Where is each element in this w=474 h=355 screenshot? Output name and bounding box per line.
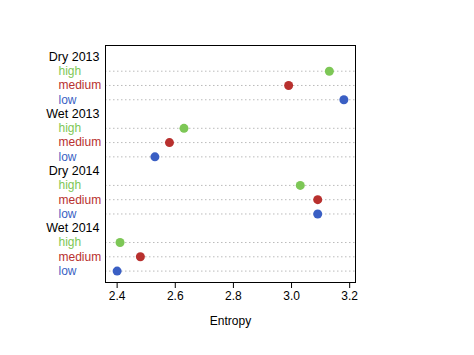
svg-text:low: low <box>59 150 77 164</box>
svg-text:Wet 2013: Wet 2013 <box>46 107 99 121</box>
svg-text:high: high <box>59 121 82 135</box>
svg-text:2.8: 2.8 <box>225 289 242 303</box>
svg-text:low: low <box>59 264 77 278</box>
svg-text:Dry 2013: Dry 2013 <box>49 50 100 64</box>
svg-text:high: high <box>59 178 82 192</box>
svg-text:high: high <box>59 235 82 249</box>
svg-text:2.6: 2.6 <box>167 289 184 303</box>
svg-text:Wet 2014: Wet 2014 <box>46 221 99 235</box>
svg-text:high: high <box>59 64 82 78</box>
svg-text:low: low <box>59 207 77 221</box>
svg-text:3.2: 3.2 <box>341 289 358 303</box>
svg-text:Entropy: Entropy <box>210 314 251 328</box>
svg-text:2.4: 2.4 <box>109 289 126 303</box>
svg-text:medium: medium <box>59 78 102 92</box>
svg-text:Dry 2014: Dry 2014 <box>49 164 100 178</box>
svg-text:medium: medium <box>59 193 102 207</box>
svg-text:low: low <box>59 93 77 107</box>
svg-text:medium: medium <box>59 250 102 264</box>
svg-text:medium: medium <box>59 135 102 149</box>
svg-text:3.0: 3.0 <box>283 289 300 303</box>
